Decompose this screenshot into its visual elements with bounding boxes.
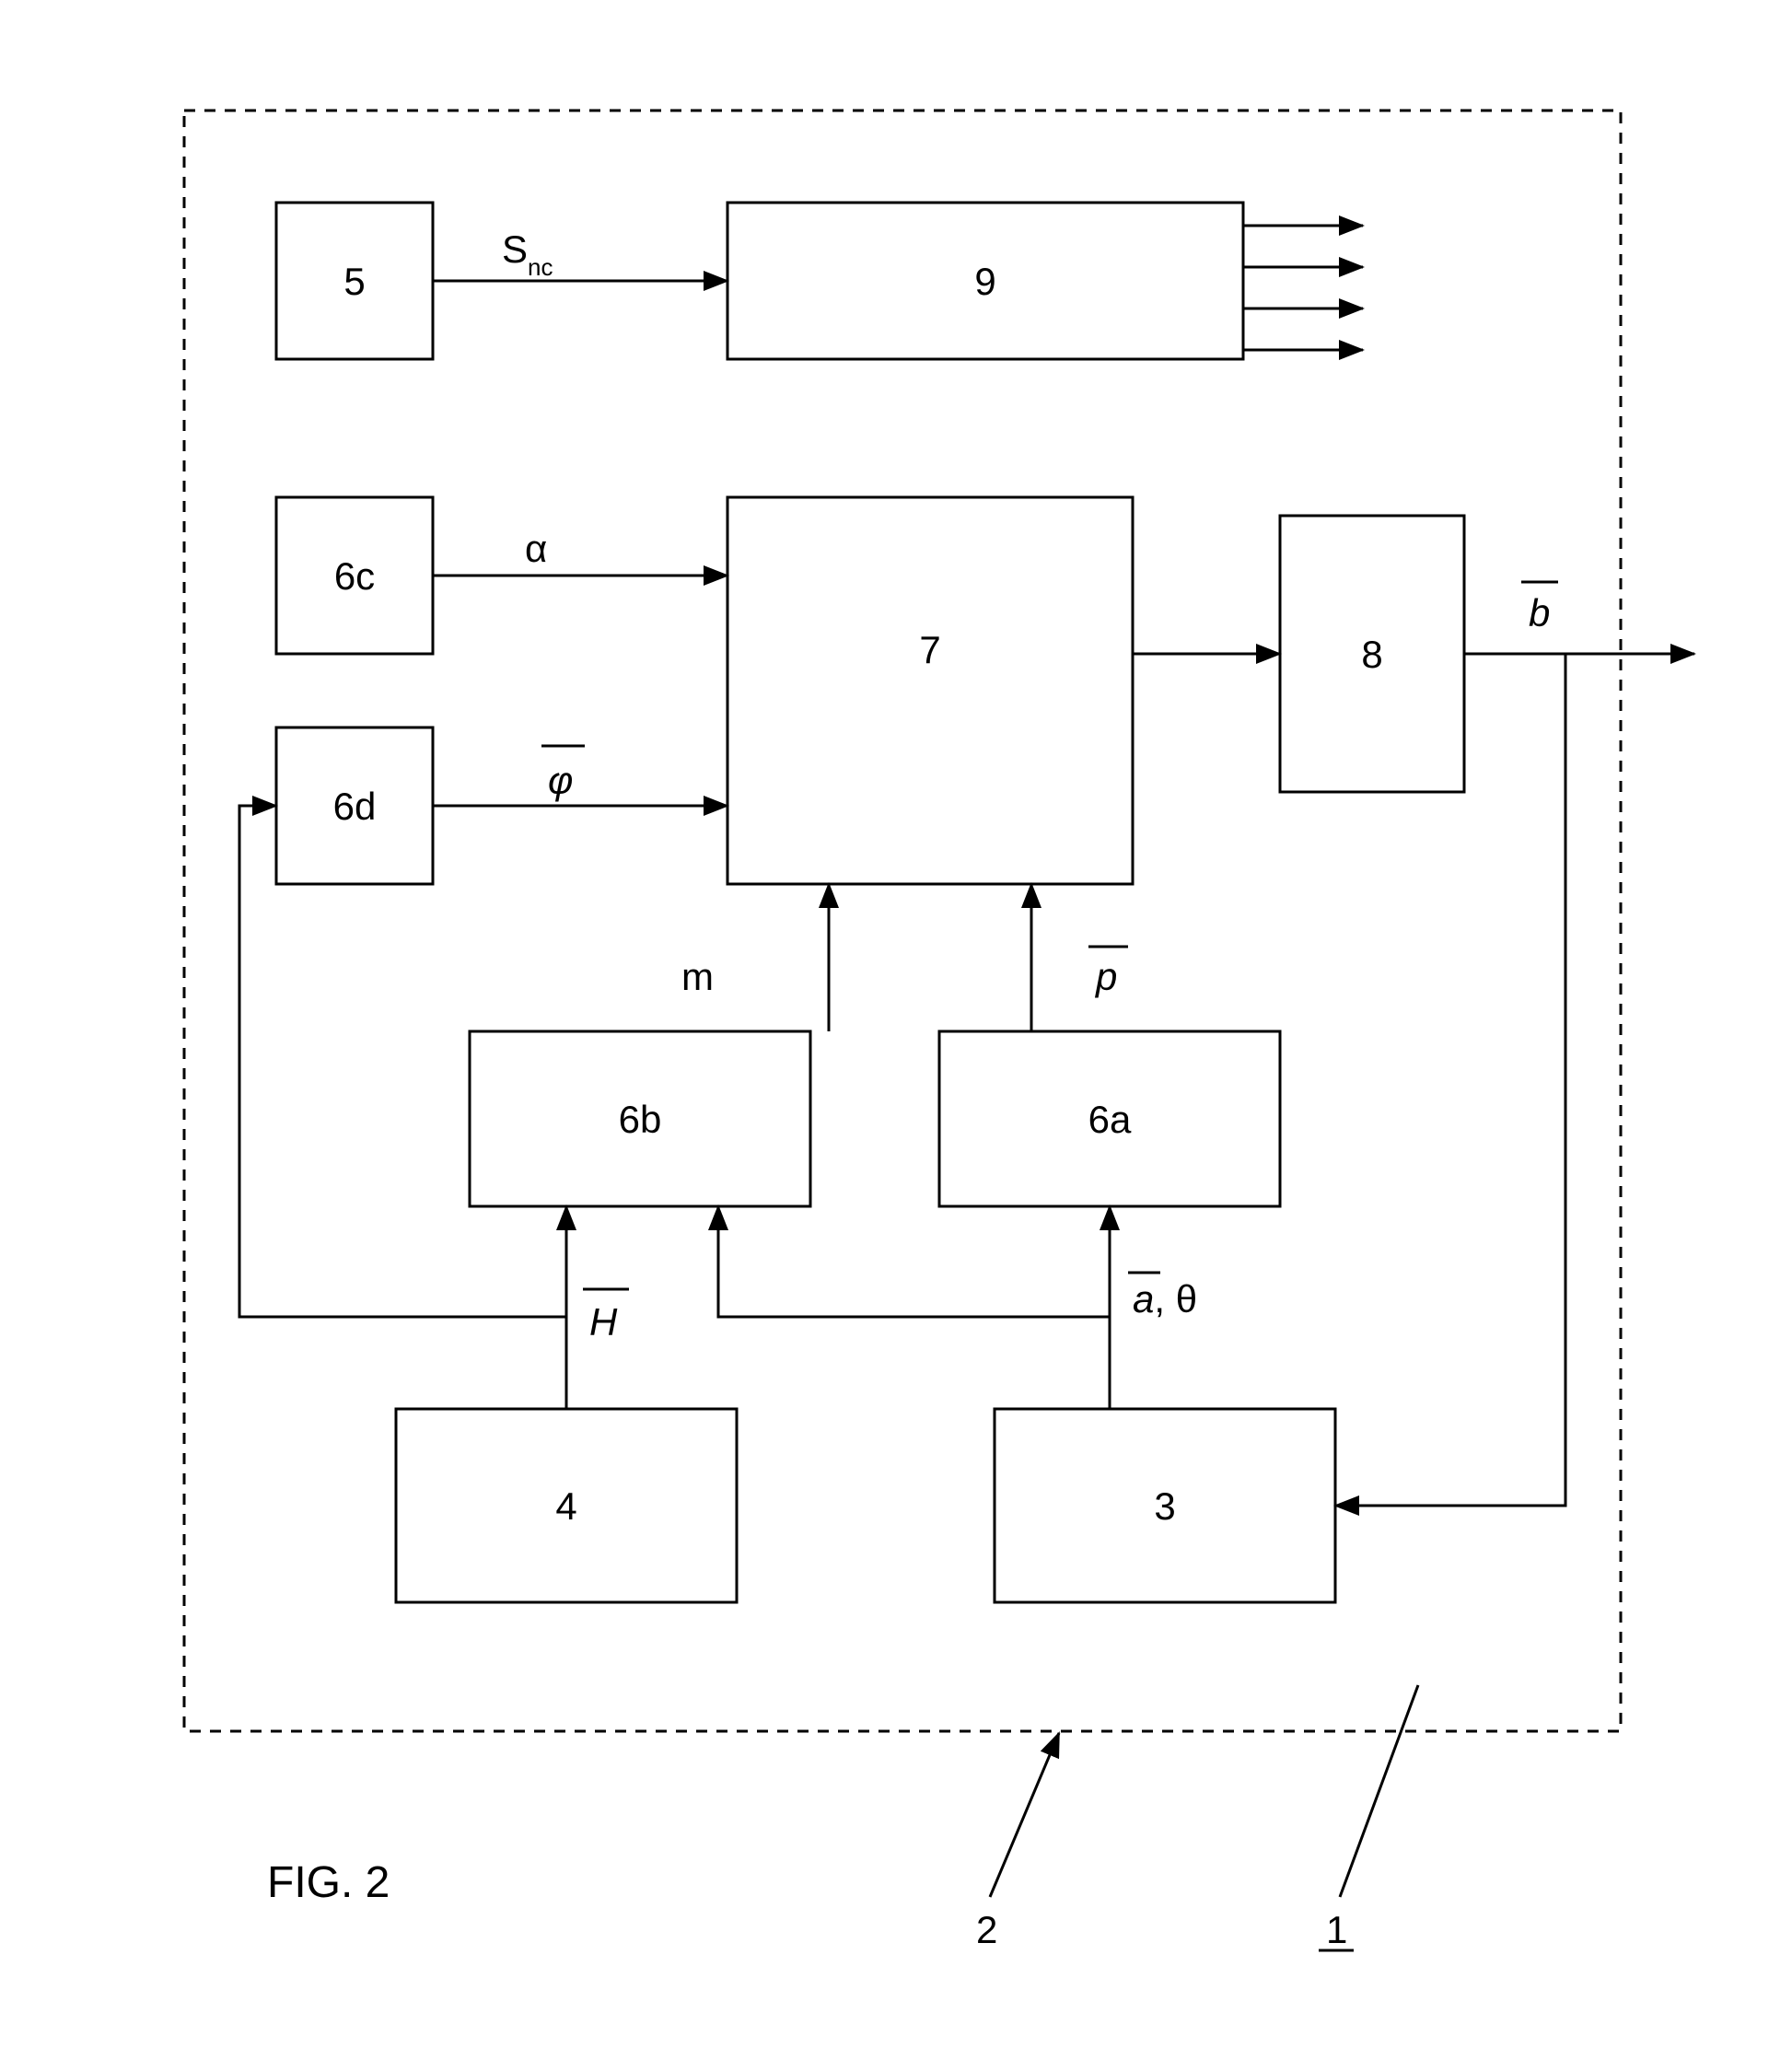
signal-snc: Snc [502, 227, 553, 281]
block-7-label: 7 [919, 628, 940, 671]
block-6c-label: 6c [334, 554, 375, 598]
block-4-label: 4 [555, 1484, 576, 1528]
signal-phi: φ [548, 759, 573, 802]
ref-2-label: 2 [976, 1908, 997, 1951]
block-5-label: 5 [343, 260, 365, 303]
block-6b-label: 6b [619, 1098, 662, 1141]
signal-p: p [1094, 955, 1117, 998]
ref-1-label: 1 [1326, 1908, 1347, 1951]
signal-alpha: α [525, 527, 547, 570]
ref-2-pointer [990, 1733, 1059, 1897]
ref-1-pointer [1340, 1685, 1418, 1897]
block-6a-label: 6a [1088, 1098, 1132, 1141]
block-7 [727, 497, 1133, 884]
block-8-label: 8 [1361, 633, 1382, 676]
figure-caption: FIG. 2 [267, 1858, 390, 1907]
block-3-label: 3 [1154, 1484, 1175, 1528]
signal-m: m [681, 955, 714, 998]
edge-3-tee-to-6b [718, 1206, 1110, 1317]
signal-a-theta: a, θ [1133, 1277, 1197, 1321]
block-9-label: 9 [974, 260, 995, 303]
block-6d-label: 6d [333, 785, 377, 828]
signal-b: b [1529, 591, 1550, 634]
signal-H: H [589, 1300, 618, 1344]
diagram-canvas: 5 9 6c 6d 7 8 6b 6a 4 3 Snc α φ b [0, 0, 1792, 2066]
